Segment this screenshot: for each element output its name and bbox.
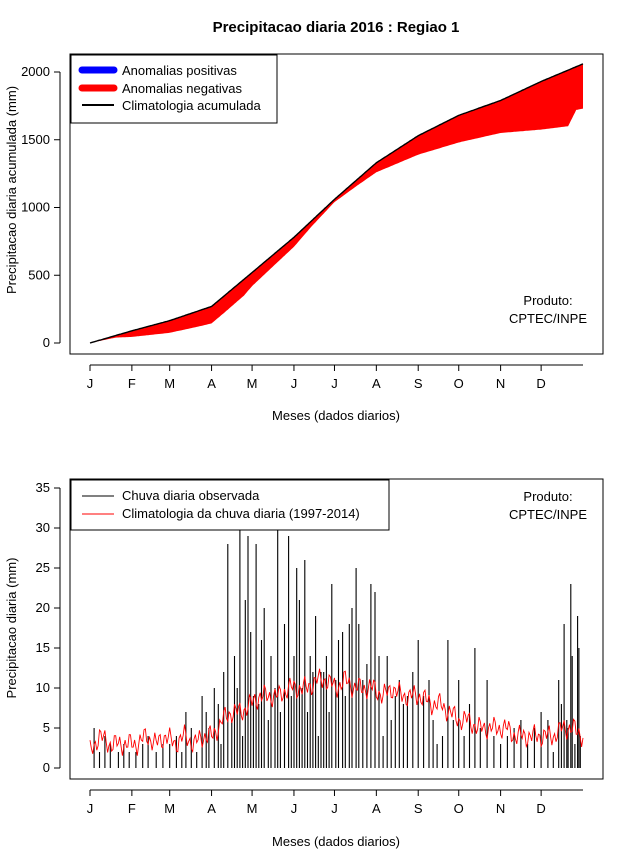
- daily-y-axis-title: Precipitacao diaria (mm): [4, 558, 19, 699]
- y-tick-label: 35: [36, 480, 50, 495]
- x-tick-label: J: [331, 801, 338, 816]
- daily-legend-box: [70, 479, 390, 531]
- y-tick-label: 1000: [21, 200, 50, 215]
- y-tick-label: 2000: [21, 64, 50, 79]
- legend-negative-anomaly-label: Anomalias negativas: [122, 81, 242, 96]
- daily-rain-bars: [93, 528, 581, 768]
- x-tick-label: J: [87, 376, 94, 391]
- climatology-cumulative-line: [89, 63, 584, 344]
- cumulative-legend: Anomalias positivas Anomalias negativas …: [70, 54, 278, 124]
- y-tick-label: 20: [36, 600, 50, 615]
- cumulative-plot-frame: [69, 53, 604, 355]
- daily-chart: 0 5 10 15 20 25 30 35 J F M A M J J A S O N D Meses (dados…: [4, 478, 604, 849]
- y-tick-label: 500: [28, 267, 50, 282]
- x-tick-label: M: [164, 376, 175, 391]
- y-tick-label: 5: [43, 720, 50, 735]
- legend-observed-rain-label: Chuva diaria observada: [122, 488, 260, 503]
- x-tick-label: A: [372, 801, 381, 816]
- y-tick-label: 0: [43, 760, 50, 775]
- x-tick-label: O: [454, 376, 464, 391]
- x-tick-label: M: [247, 376, 258, 391]
- y-tick-label: 30: [36, 520, 50, 535]
- x-tick-label: A: [372, 376, 381, 391]
- y-tick-label: 0: [43, 335, 50, 350]
- legend-daily-climatology-label: Climatologia da chuva diaria (1997-2014): [122, 506, 360, 521]
- daily-y-axis: 0 5 10 15 20 25 30 35: [36, 480, 61, 775]
- daily-product-label: Produto:: [523, 489, 572, 504]
- figure-title: Precipitacao diaria 2016 : Regiao 1: [213, 19, 460, 36]
- cumulative-product-source: CPTEC/INPE: [509, 311, 587, 326]
- x-tick-label: J: [291, 801, 298, 816]
- x-tick-label: N: [496, 376, 505, 391]
- cumulative-chart: 0 500 1000 1500 2000 J F M A M J J A S O N D Meses (dad…: [4, 53, 604, 423]
- x-tick-label: J: [331, 376, 338, 391]
- y-tick-label: 10: [36, 680, 50, 695]
- y-tick-label: 25: [36, 560, 50, 575]
- x-tick-label: S: [414, 376, 423, 391]
- cumulative-product-label: Produto:: [523, 293, 572, 308]
- x-tick-label: A: [207, 376, 216, 391]
- x-tick-label: A: [207, 801, 216, 816]
- x-tick-label: J: [87, 801, 94, 816]
- daily-legend: Chuva diaria observada Climatologia da c…: [70, 479, 390, 531]
- cumulative-y-axis-title: Precipitacao diaria acumulada (mm): [4, 86, 19, 294]
- legend-positive-anomaly-label: Anomalias positivas: [122, 63, 237, 78]
- x-tick-label: N: [496, 801, 505, 816]
- x-tick-label: J: [291, 376, 298, 391]
- cumulative-y-axis: 0 500 1000 1500 2000: [21, 64, 61, 350]
- x-tick-label: D: [536, 801, 545, 816]
- daily-plot-frame: [69, 478, 604, 780]
- x-tick-label: F: [128, 376, 136, 391]
- legend-climatology-label: Climatologia acumulada: [122, 98, 262, 113]
- x-tick-label: M: [247, 801, 258, 816]
- x-tick-label: D: [536, 376, 545, 391]
- x-tick-label: F: [128, 801, 136, 816]
- daily-product-source: CPTEC/INPE: [509, 507, 587, 522]
- y-tick-label: 1500: [21, 132, 50, 147]
- daily-climatology-line: [89, 668, 584, 756]
- x-tick-label: O: [454, 801, 464, 816]
- cumulative-x-axis-title: Meses (dados diarios): [272, 408, 400, 423]
- daily-x-axis-title: Meses (dados diarios): [272, 834, 400, 849]
- y-tick-label: 15: [36, 640, 50, 655]
- x-tick-label: M: [164, 801, 175, 816]
- x-tick-label: S: [414, 801, 423, 816]
- negative-anomaly-area: [90, 63, 583, 344]
